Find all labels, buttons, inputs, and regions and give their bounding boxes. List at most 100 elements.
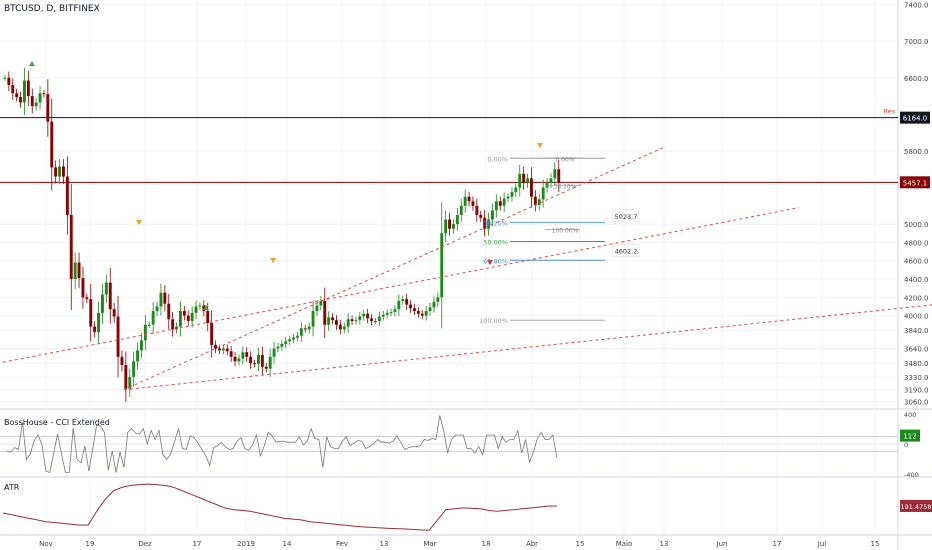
candle-body <box>319 300 323 306</box>
candle-body <box>214 344 217 349</box>
price-pane[interactable]: 0.00% 38.20% 50.00% 61.80% 100.00% 0.00% 38.20… <box>0 61 932 403</box>
annotation-label: 5023.7 <box>615 213 638 221</box>
candle-body <box>370 318 373 322</box>
candle-body <box>69 214 73 280</box>
candle-body <box>350 319 354 322</box>
candle-body <box>58 166 61 177</box>
price-label-value: 5457.1 <box>903 179 928 187</box>
x-tick-label: Dez <box>138 540 152 548</box>
candle-body <box>202 305 206 312</box>
candle-body <box>338 324 342 330</box>
candle-body <box>268 356 272 369</box>
candle-body <box>323 300 327 325</box>
candle-body <box>557 169 561 183</box>
x-tick-label: 2019 <box>237 540 255 548</box>
candle-body <box>253 363 256 365</box>
fib-level-label: 61.80% <box>483 257 508 265</box>
y-tick-label: 4600.0 <box>904 258 929 266</box>
x-tick-label: 19 <box>86 540 95 548</box>
candle-body <box>89 299 93 327</box>
axes: 7400.0 7000.0 6600.0 5800.0 5000.0 4800.0 4600… <box>39 2 932 548</box>
candle-body <box>151 311 155 325</box>
cci-line <box>6 415 558 474</box>
candle-body <box>190 312 194 322</box>
candle-body <box>257 354 260 365</box>
candle-body <box>549 178 553 183</box>
candle-body <box>249 356 253 364</box>
candle-body <box>233 356 237 362</box>
candle-body <box>171 319 175 330</box>
candle-body <box>62 166 65 177</box>
candle-body <box>73 262 77 280</box>
x-tick-label: 15 <box>576 540 585 548</box>
candle-body <box>128 376 132 389</box>
candle-body <box>11 85 15 94</box>
marker-up-triangle <box>203 305 209 310</box>
x-tick-label: 17 <box>193 540 202 548</box>
candle-body <box>46 94 50 122</box>
symbol-title: BTCUSD, D, BITFINEX <box>4 4 100 14</box>
candle-body <box>389 311 393 313</box>
candle-body <box>428 307 432 312</box>
y-tick-label: 3840.0 <box>904 327 929 335</box>
y-tick-label: 4200.0 <box>904 294 929 302</box>
candle-body <box>206 311 210 323</box>
candle-body <box>143 324 147 341</box>
candle-body <box>494 201 498 211</box>
candle-body <box>358 316 362 321</box>
candle-body <box>241 352 245 359</box>
candle-body <box>366 313 370 319</box>
candle-body <box>299 328 303 336</box>
candle-body <box>30 96 34 107</box>
atr-pane[interactable] <box>2 483 557 531</box>
price-label-name: Res <box>883 108 895 116</box>
candle-body <box>54 167 58 177</box>
candle-body <box>491 210 494 220</box>
x-tick-label: 15 <box>871 540 880 548</box>
candle-body <box>475 205 479 215</box>
marker-up-triangle <box>29 61 35 66</box>
trendline <box>123 304 932 391</box>
candle-body <box>514 187 518 193</box>
candle-body <box>526 178 529 183</box>
y-tick-label: 4800.0 <box>904 239 929 247</box>
candle-body <box>541 187 545 200</box>
cci-pane[interactable] <box>0 415 898 474</box>
candle-body <box>237 358 241 362</box>
y-tick-label: 3330.0 <box>904 374 929 382</box>
candle-body <box>7 77 11 86</box>
candle-body <box>483 217 487 229</box>
candle-body <box>34 102 38 107</box>
candle-body <box>116 316 120 357</box>
candle-body <box>221 348 225 351</box>
candle-body <box>311 311 315 327</box>
y-tick-label: 7000.0 <box>904 38 929 46</box>
y-tick-label: 4400.0 <box>904 276 929 284</box>
candle-body <box>81 278 85 298</box>
candle-body <box>93 326 97 333</box>
annotation-box <box>612 209 640 223</box>
cci-value-label: 112 <box>903 433 916 441</box>
trendline <box>2 207 799 363</box>
candle-body <box>545 182 549 188</box>
price-label-box <box>900 111 930 124</box>
candle-body <box>385 312 389 315</box>
candle-body <box>104 282 108 295</box>
candle-body <box>467 196 471 202</box>
candle-body <box>432 301 436 308</box>
candle-body <box>315 305 319 312</box>
candle-body <box>163 292 167 304</box>
candle-body <box>225 348 229 352</box>
fib-level-label: 0.00% <box>487 155 508 163</box>
candle-body <box>159 292 163 307</box>
cci-pane-title: BossHouse - CCI Extended <box>4 418 110 427</box>
candle-body <box>65 176 69 215</box>
candle-body <box>26 80 30 97</box>
y-tick-label: 6600.0 <box>904 75 929 83</box>
price-label-box <box>900 176 930 189</box>
x-tick-label: 13 <box>380 540 389 548</box>
candle-body <box>284 341 288 344</box>
atr-value-label: 191.4758 <box>900 503 931 511</box>
candle-body <box>401 299 405 301</box>
